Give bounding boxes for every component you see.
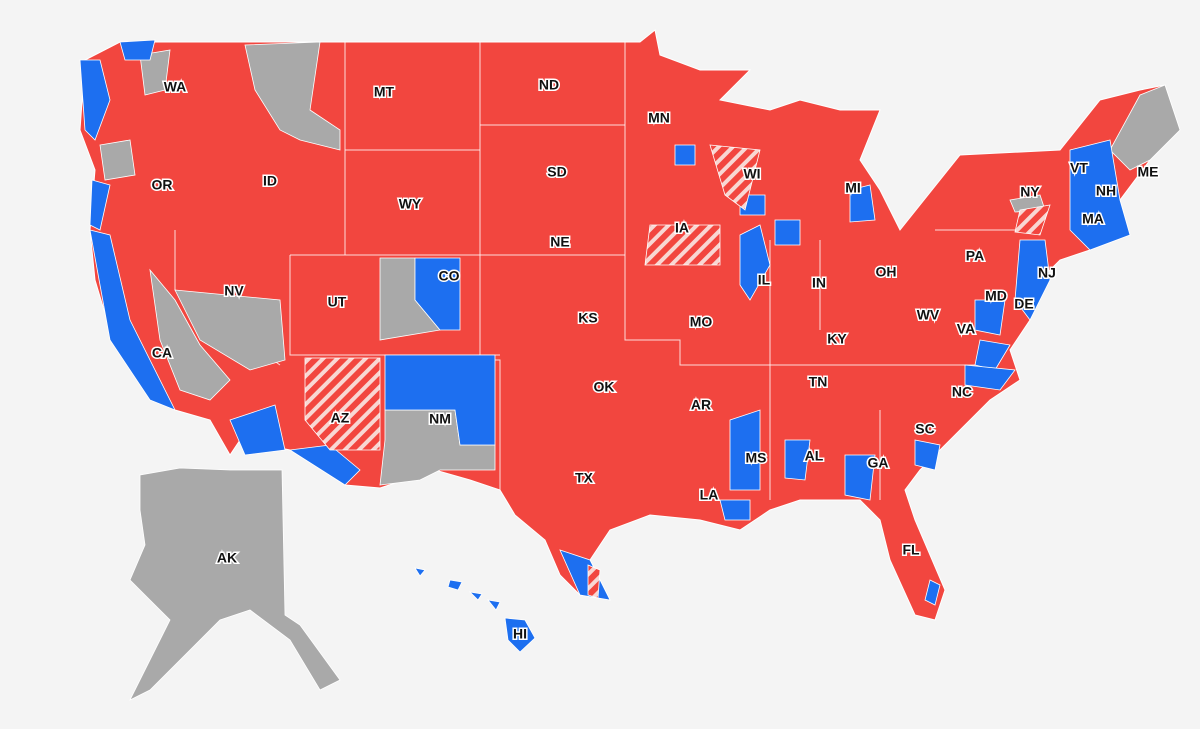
state-label: MD — [985, 288, 1007, 304]
state-label: AZ — [331, 410, 350, 426]
state-label: UT — [328, 294, 347, 310]
state-label: NC — [952, 384, 972, 400]
democratic-district — [844, 454, 876, 501]
state-label: TN — [809, 374, 828, 390]
democratic-district — [447, 579, 463, 591]
state-label: WI — [743, 166, 760, 182]
uncalled-district — [139, 49, 171, 96]
state-label: MS — [746, 450, 767, 466]
state-label: CA — [152, 345, 172, 361]
uncalled-district — [1109, 84, 1181, 171]
uncalled-district — [304, 357, 381, 451]
state-label: AK — [217, 550, 237, 566]
state-label: MA — [1082, 211, 1104, 227]
democratic-district — [774, 219, 801, 246]
democratic-district — [229, 404, 286, 456]
state-label: VA — [957, 321, 975, 337]
democratic-district — [719, 499, 751, 521]
state-label: MN — [648, 110, 670, 126]
democratic-district — [1069, 139, 1131, 251]
state-label: IN — [812, 275, 826, 291]
democratic-district — [729, 409, 761, 491]
uncalled-district — [1014, 204, 1051, 236]
state-label: FL — [902, 542, 920, 558]
uncalled-district — [99, 139, 136, 181]
uncalled-district — [709, 144, 761, 211]
democratic-district — [849, 184, 876, 223]
democratic-district — [79, 59, 111, 141]
state-label: NY — [1020, 184, 1040, 200]
state-labels: WA MT ND MN OR ID SD WI MI VT NY NH ME MA WY IA NE CO NV UT… — [150, 75, 1160, 643]
uncalled-district — [644, 224, 721, 266]
state-label: OR — [152, 177, 173, 193]
uncalled-district — [587, 564, 601, 599]
state-label: IA — [675, 220, 689, 236]
state-label: SD — [547, 164, 566, 180]
democratic-district — [487, 599, 501, 611]
democratic-district — [384, 354, 496, 446]
uncalled-district — [129, 467, 341, 701]
uncalled-district — [149, 268, 231, 401]
democratic-district — [739, 224, 771, 301]
state-borders — [624, 42, 760, 366]
democratic-district — [964, 364, 1016, 391]
state-label: NV — [224, 283, 244, 299]
democratic-district — [974, 299, 1006, 336]
democratic-district — [414, 257, 461, 331]
democratic-district — [924, 579, 941, 606]
state-label: OH — [876, 264, 897, 280]
state-label: VT — [1070, 160, 1088, 176]
democratic-district — [1014, 239, 1051, 321]
state-label: HI — [513, 626, 527, 642]
state-label: MT — [374, 84, 395, 100]
state-label: IL — [758, 272, 771, 288]
state-label: DE — [1014, 296, 1033, 312]
state-label: WY — [399, 196, 422, 212]
state-label: NE — [550, 234, 569, 250]
state-label: MO — [690, 314, 713, 330]
state-label: NH — [1096, 183, 1116, 199]
state-label: ID — [263, 173, 277, 189]
state-label: AR — [691, 397, 711, 413]
democratic-district — [784, 439, 811, 481]
democratic-district — [414, 567, 426, 577]
state-label: NM — [429, 411, 451, 427]
toss-up — [304, 144, 1051, 599]
state-label: TX — [575, 470, 594, 486]
blue-regions — [79, 39, 1131, 606]
democratic-district — [674, 144, 696, 166]
hawaii — [414, 567, 536, 653]
democratic-district — [288, 444, 361, 486]
state-label: GA — [868, 455, 889, 471]
grey-regions — [99, 41, 1181, 701]
uncalled-district — [244, 41, 341, 151]
state-label: PA — [966, 248, 984, 264]
state-label: ND — [539, 77, 559, 93]
state-label: KS — [578, 310, 597, 326]
uncalled-district — [174, 289, 286, 371]
democratic-district — [89, 179, 111, 231]
state-label: AL — [805, 448, 824, 464]
democratic-district — [89, 229, 176, 411]
democratic-district — [504, 617, 536, 653]
state-label: NJ — [1038, 265, 1056, 281]
state-label: MI — [845, 180, 861, 196]
state-label: LA — [700, 487, 719, 503]
state-label: KY — [827, 331, 847, 347]
state-label: ME — [1138, 164, 1159, 180]
democratic-district — [914, 439, 941, 471]
state-label: WV — [917, 307, 940, 323]
democratic-district — [119, 39, 156, 61]
democratic-district — [468, 591, 483, 601]
state-label: CO — [439, 268, 460, 284]
state-label: OK — [594, 379, 615, 395]
state-label: SC — [915, 421, 934, 437]
state-label: WA — [164, 79, 187, 95]
